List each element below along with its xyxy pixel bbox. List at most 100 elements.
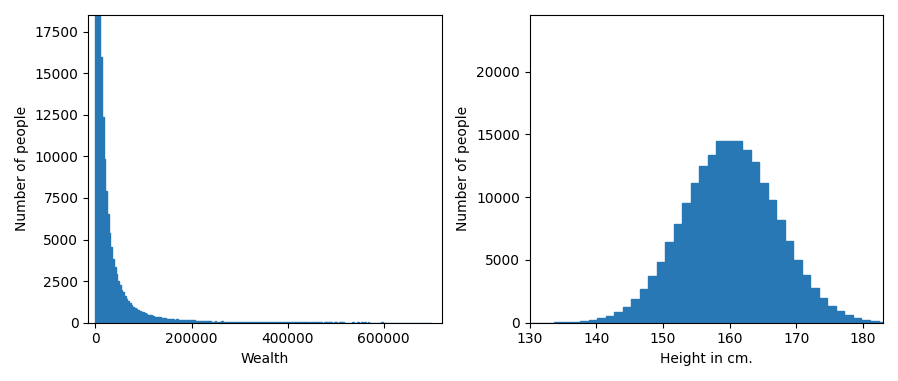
Bar bbox=[639, 290, 648, 323]
Bar bbox=[674, 224, 682, 323]
Bar bbox=[166, 319, 168, 323]
Bar bbox=[793, 260, 802, 323]
Bar bbox=[122, 292, 124, 323]
Bar bbox=[235, 322, 236, 323]
Bar bbox=[112, 259, 114, 323]
Bar bbox=[222, 322, 223, 323]
Bar bbox=[259, 322, 260, 323]
Bar bbox=[161, 318, 163, 323]
Bar bbox=[174, 320, 176, 323]
Bar bbox=[292, 322, 294, 323]
Bar bbox=[836, 311, 844, 323]
Bar bbox=[157, 317, 159, 323]
Bar bbox=[223, 322, 224, 323]
Bar bbox=[656, 262, 665, 323]
X-axis label: Height in cm.: Height in cm. bbox=[660, 352, 753, 366]
Bar bbox=[180, 320, 181, 323]
Bar bbox=[215, 321, 216, 323]
Bar bbox=[802, 275, 810, 323]
Bar bbox=[137, 310, 139, 323]
Bar bbox=[284, 322, 286, 323]
Bar bbox=[734, 141, 742, 323]
Bar bbox=[145, 314, 147, 323]
Bar bbox=[631, 299, 639, 323]
Bar bbox=[759, 182, 768, 323]
Bar bbox=[139, 312, 141, 323]
Bar bbox=[105, 191, 107, 323]
Bar bbox=[201, 321, 203, 323]
Bar bbox=[691, 182, 700, 323]
Bar bbox=[717, 141, 725, 323]
Bar bbox=[159, 317, 161, 323]
Bar bbox=[810, 288, 819, 323]
Bar bbox=[170, 319, 171, 323]
Bar bbox=[282, 322, 284, 323]
X-axis label: Wealth: Wealth bbox=[241, 352, 289, 366]
Bar bbox=[270, 322, 272, 323]
Bar bbox=[751, 162, 759, 323]
Bar bbox=[95, 0, 97, 323]
Bar bbox=[168, 319, 170, 323]
Bar bbox=[144, 313, 145, 323]
Bar bbox=[130, 306, 132, 323]
Bar bbox=[260, 322, 261, 323]
Bar bbox=[149, 315, 151, 323]
Bar bbox=[220, 322, 222, 323]
Bar bbox=[129, 303, 130, 323]
Bar bbox=[151, 315, 153, 323]
Y-axis label: Number of people: Number of people bbox=[15, 106, 29, 231]
Bar bbox=[198, 321, 199, 323]
Bar bbox=[272, 322, 274, 323]
Bar bbox=[288, 322, 290, 323]
Bar bbox=[248, 322, 250, 323]
Bar bbox=[134, 308, 136, 323]
Bar bbox=[195, 321, 196, 323]
Bar bbox=[203, 321, 205, 323]
Bar bbox=[232, 322, 233, 323]
Bar bbox=[605, 316, 614, 323]
Bar bbox=[614, 312, 622, 323]
Bar bbox=[97, 0, 99, 323]
Bar bbox=[132, 307, 134, 323]
Bar bbox=[243, 322, 245, 323]
Bar bbox=[297, 322, 299, 323]
Bar bbox=[251, 322, 253, 323]
Bar bbox=[107, 214, 109, 323]
Bar bbox=[156, 317, 157, 323]
Bar bbox=[176, 319, 178, 323]
Bar bbox=[99, 0, 101, 323]
Bar bbox=[164, 318, 166, 323]
Bar bbox=[186, 320, 188, 323]
Bar bbox=[597, 319, 605, 323]
Bar bbox=[236, 322, 238, 323]
Bar bbox=[101, 57, 102, 323]
Bar bbox=[143, 312, 144, 323]
Bar bbox=[245, 322, 247, 323]
Bar bbox=[102, 117, 104, 323]
Bar bbox=[267, 322, 269, 323]
Bar bbox=[785, 241, 793, 323]
Bar bbox=[682, 203, 691, 323]
Bar bbox=[853, 318, 861, 323]
Bar bbox=[247, 322, 248, 323]
Bar bbox=[218, 322, 220, 323]
Bar bbox=[147, 315, 149, 323]
Bar bbox=[870, 321, 878, 323]
Bar bbox=[827, 306, 836, 323]
Bar bbox=[269, 322, 270, 323]
Bar bbox=[205, 321, 207, 323]
Bar bbox=[126, 299, 128, 323]
Bar bbox=[861, 320, 870, 323]
Bar bbox=[110, 247, 112, 323]
Bar bbox=[128, 301, 129, 323]
Bar bbox=[114, 267, 116, 323]
Bar bbox=[725, 141, 734, 323]
Bar bbox=[261, 322, 263, 323]
Bar bbox=[250, 322, 251, 323]
Bar bbox=[665, 242, 674, 323]
Bar bbox=[255, 322, 257, 323]
Bar bbox=[708, 155, 717, 323]
Bar bbox=[263, 322, 265, 323]
Bar bbox=[193, 320, 195, 323]
Bar bbox=[242, 322, 243, 323]
